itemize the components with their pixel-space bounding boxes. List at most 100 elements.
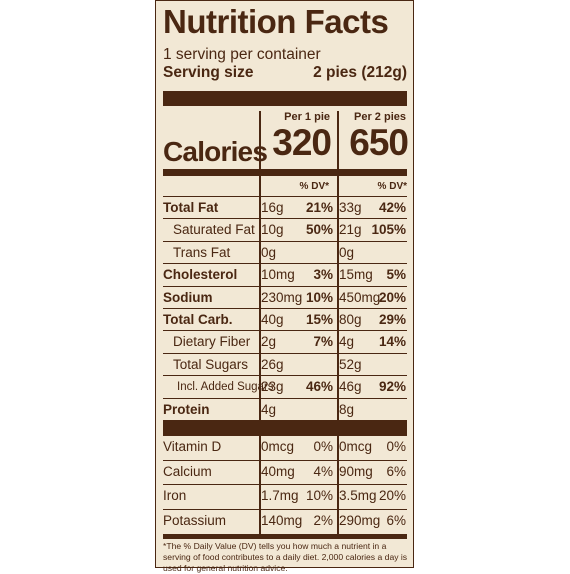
amount-per-2: 46g: [339, 379, 362, 395]
dv-per-1: 4%: [313, 463, 333, 479]
dv-header-2: % DV*: [377, 181, 407, 192]
nutrient-row: Trans Fat 0g 0g: [163, 240, 407, 264]
dv-per-1: 3%: [313, 267, 333, 283]
column-divider-1: [259, 111, 261, 421]
calories-label: Calories: [163, 136, 268, 167]
dv-per-2: 42%: [378, 200, 406, 215]
amount-per-2: 3.5mg: [339, 488, 377, 504]
dv-per-1: 46%: [305, 379, 333, 395]
serving-size-row: Serving size 2 pies (212g): [163, 64, 407, 82]
nutrient-row: Cholesterol 10mg 3% 15mg 5%: [163, 263, 407, 286]
nutrient-row: Sodium 230mg 10% 450mg 20%: [163, 285, 407, 309]
amount-per-2: 15mg: [339, 267, 373, 283]
amount-per-2: 21g: [339, 222, 362, 238]
amount-per-1: 10mg: [261, 267, 295, 283]
nutrient-row: Dietary Fiber 2g 7% 4g 14%: [163, 330, 407, 353]
amount-per-1: 10g: [261, 222, 284, 238]
nutrient-name: Vitamin D: [163, 439, 222, 454]
amount-per-2: 4g: [339, 334, 355, 350]
footnote: *The % Daily Value (DV) tells you how mu…: [163, 541, 408, 573]
nutrient-row: Total Fat 16g 21% 33g 42%: [163, 196, 407, 219]
nutrient-name: Incl. Added Sugars: [177, 381, 274, 394]
nutrient-name: Saturated Fat: [173, 222, 255, 238]
vitamin-row: Potassium 140mg 2% 290mg 6%: [163, 509, 407, 532]
dv-header-1: % DV*: [299, 181, 329, 192]
nutrient-name: Total Carb.: [163, 312, 233, 327]
nutrient-row: Total Carb. 40g 15% 80g 29%: [163, 308, 407, 331]
thick-divider-vitamins: [163, 420, 407, 435]
amount-per-2: 0g: [339, 244, 355, 260]
dv-per-1: 0%: [313, 439, 333, 454]
dv-per-1: 10%: [305, 488, 333, 504]
vitamin-row: Iron 1.7mg 10% 3.5mg 20%: [163, 484, 407, 507]
amount-per-1: 26g: [261, 356, 284, 372]
nutrient-name: Protein: [163, 401, 210, 417]
serving-size-value: 2 pies (212g): [313, 64, 407, 81]
dv-per-1: 7%: [313, 334, 333, 350]
nutrient-name: Potassium: [163, 513, 227, 529]
dv-per-2: 105%: [371, 222, 406, 238]
vitamin-row: Vitamin D 0mcg 0% 0mcg 0%: [163, 435, 407, 458]
amount-per-1: 40g: [261, 312, 284, 327]
nutrient-row: Incl. Added Sugars 23g 46% 46g 92%: [163, 375, 407, 398]
amount-per-1: 16g: [261, 200, 284, 215]
nutrient-row: Protein 4g 8g: [163, 397, 407, 421]
amount-per-2: 0mcg: [339, 439, 373, 454]
column-divider-2: [337, 111, 339, 421]
dv-per-2: 92%: [378, 379, 406, 395]
amount-per-2: 80g: [339, 312, 362, 327]
nutrient-name: Trans Fat: [173, 244, 231, 260]
nutrient-name: Total Fat: [163, 200, 219, 215]
nutrient-name: Dietary Fiber: [173, 334, 251, 350]
amount-per-1: 23g: [261, 379, 284, 395]
dv-per-2: 6%: [386, 463, 406, 479]
amount-per-1: 230mg: [261, 289, 303, 305]
amount-per-2: 8g: [339, 401, 355, 417]
dv-per-2: 29%: [378, 312, 406, 327]
dv-per-1: 50%: [305, 222, 333, 238]
amount-per-2: 52g: [339, 356, 362, 372]
calories-per-2: 650: [349, 122, 409, 163]
dv-per-1: 10%: [305, 289, 333, 305]
nutrient-row: Total Sugars 26g 52g: [163, 352, 407, 376]
amount-per-1: 4g: [261, 401, 277, 417]
label-title: Nutrition Facts: [163, 3, 389, 40]
vitamin-row: Calcium 40mg 4% 90mg 6%: [163, 459, 407, 483]
amount-per-2: 33g: [339, 200, 362, 215]
col1-header: Per 1 pie: [284, 111, 330, 123]
amount-per-2: 290mg: [339, 513, 381, 529]
dv-per-1: 21%: [305, 200, 333, 215]
nutrient-name: Iron: [163, 488, 187, 504]
column-divider-1-vitamins: [259, 435, 261, 534]
serving-size-label: Serving size: [163, 64, 254, 81]
nutrient-name: Calcium: [163, 463, 212, 479]
amount-per-1: 40mg: [261, 463, 295, 479]
col2-header: Per 2 pies: [354, 111, 406, 123]
amount-per-1: 2g: [261, 334, 277, 350]
dv-per-1: 2%: [313, 513, 333, 529]
nutrient-name: Sodium: [163, 289, 213, 305]
amount-per-1: 0g: [261, 244, 277, 260]
dv-per-2: 20%: [378, 289, 406, 305]
divider-footnote: [163, 534, 407, 539]
calories-per-1: 320: [272, 122, 332, 163]
column-divider-2-vitamins: [337, 435, 339, 534]
amount-per-1: 140mg: [261, 513, 303, 529]
dv-per-2: 0%: [386, 439, 406, 454]
amount-per-2: 90mg: [339, 463, 373, 479]
thick-divider-top: [163, 91, 407, 106]
dv-per-2: 6%: [386, 513, 406, 529]
nutrient-name: Total Sugars: [173, 356, 249, 372]
dv-per-2: 14%: [378, 334, 406, 350]
dv-per-2: 5%: [386, 267, 406, 283]
amount-per-1: 0mcg: [261, 439, 295, 454]
nutrient-row: Saturated Fat 10g 50% 21g 105%: [163, 218, 407, 241]
dv-per-1: 15%: [305, 312, 333, 327]
dv-per-2: 20%: [378, 488, 406, 504]
nutrient-name: Cholesterol: [163, 267, 238, 283]
thick-divider-calories: [163, 169, 407, 176]
amount-per-1: 1.7mg: [261, 488, 299, 504]
amount-per-2: 450mg: [339, 289, 381, 305]
servings-per-container: 1 serving per container: [163, 46, 321, 63]
nutrition-facts-label: Nutrition Facts 1 serving per container …: [155, 0, 414, 573]
